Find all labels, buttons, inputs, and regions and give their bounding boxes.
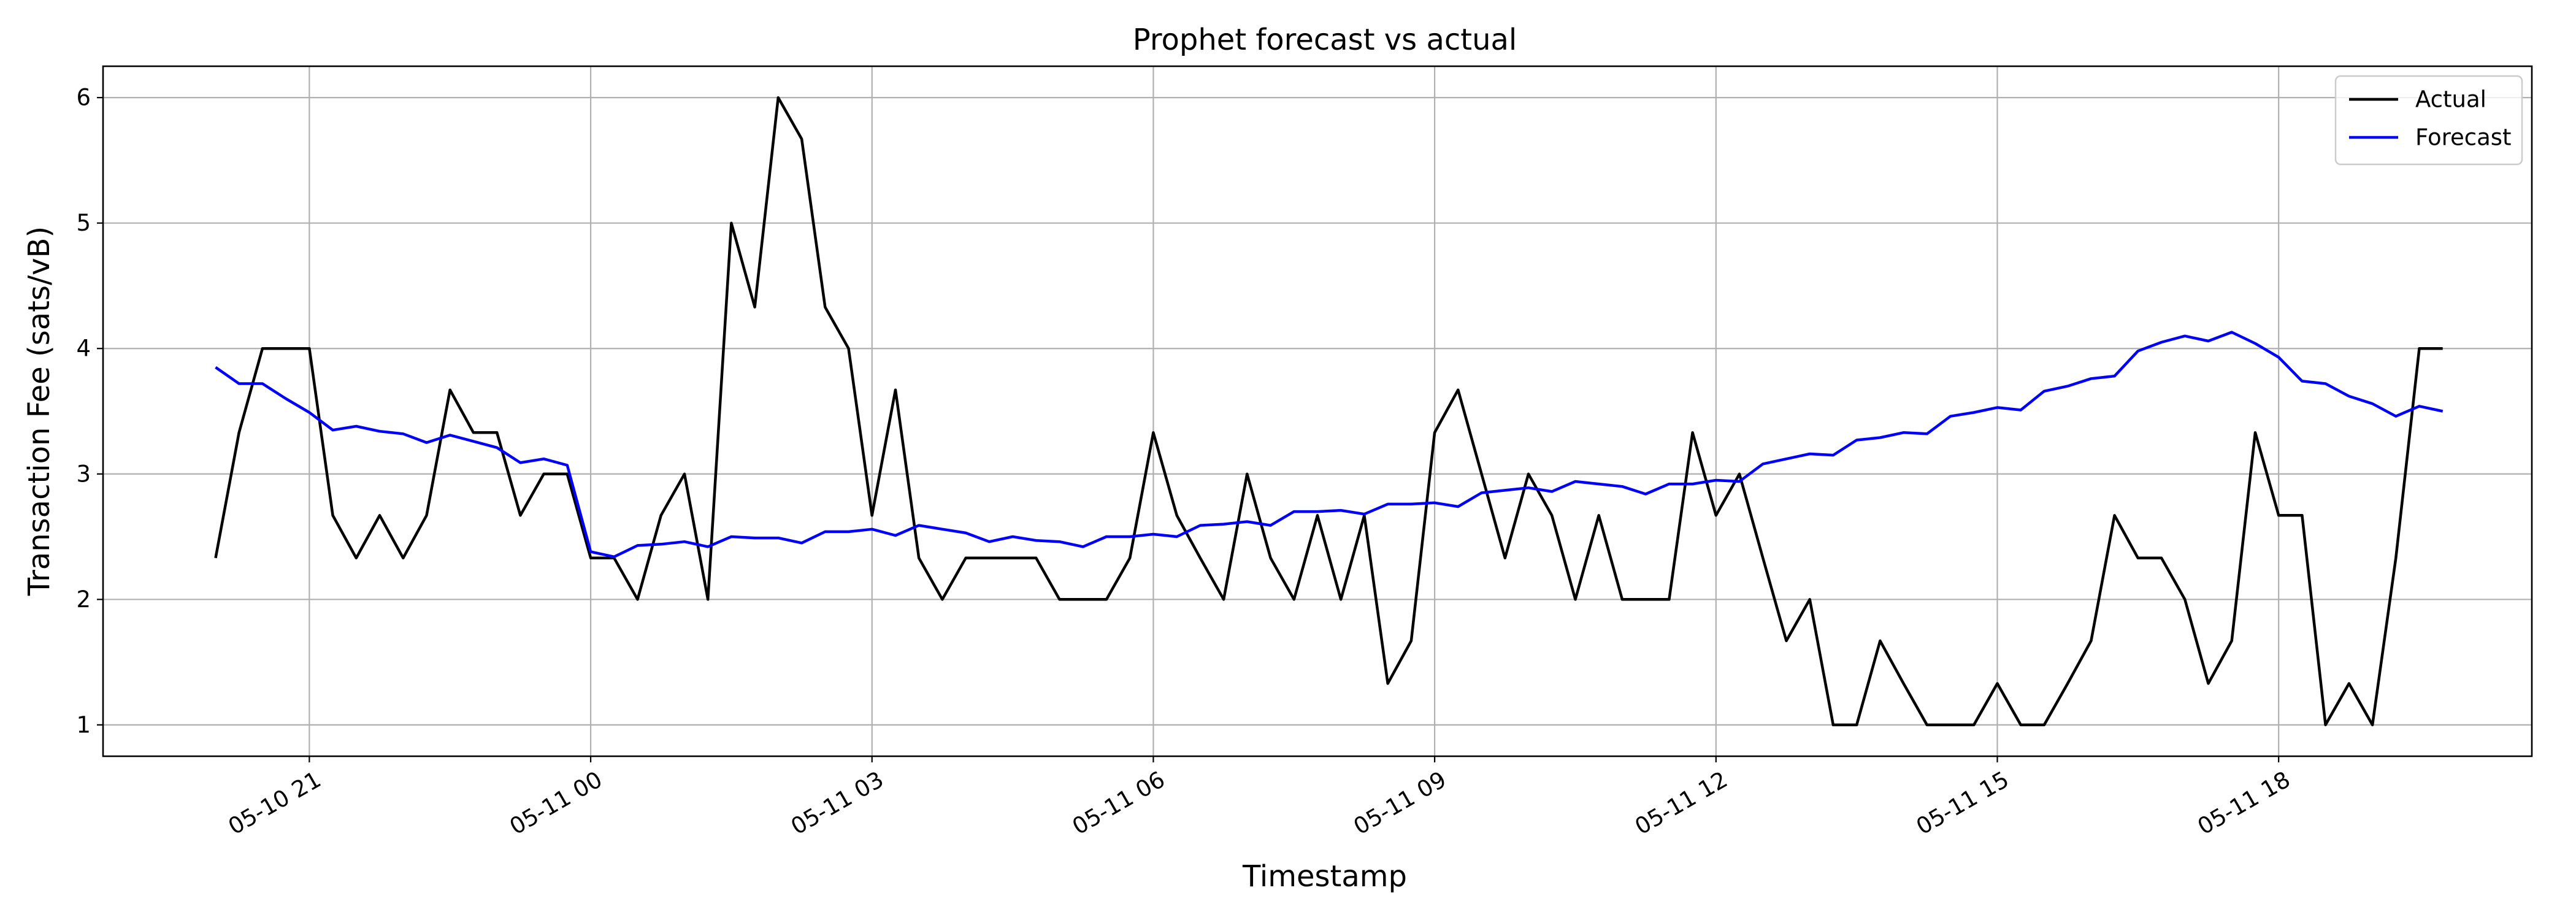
plot-frame	[102, 65, 2533, 757]
series-line-actual	[214, 96, 2443, 727]
y-tick-label: 2	[76, 586, 91, 613]
y-tick-label: 6	[76, 85, 91, 111]
y-tick-label: 3	[76, 461, 91, 487]
legend: Actual Forecast	[2334, 75, 2523, 166]
y-tick-label: 1	[76, 711, 91, 738]
legend-label: Actual	[2415, 86, 2486, 113]
chart-title: Prophet forecast vs actual	[1133, 23, 1517, 57]
y-tick-label: 5	[76, 210, 91, 236]
y-axis-label: Transaction Fee (sats/vB)	[22, 226, 56, 596]
legend-label: Forecast	[2415, 125, 2512, 151]
x-axis-label: Timestamp	[1242, 859, 1407, 894]
y-tick-label: 4	[76, 335, 91, 362]
series-line-forecast	[215, 331, 2444, 559]
series-group	[214, 96, 2444, 727]
